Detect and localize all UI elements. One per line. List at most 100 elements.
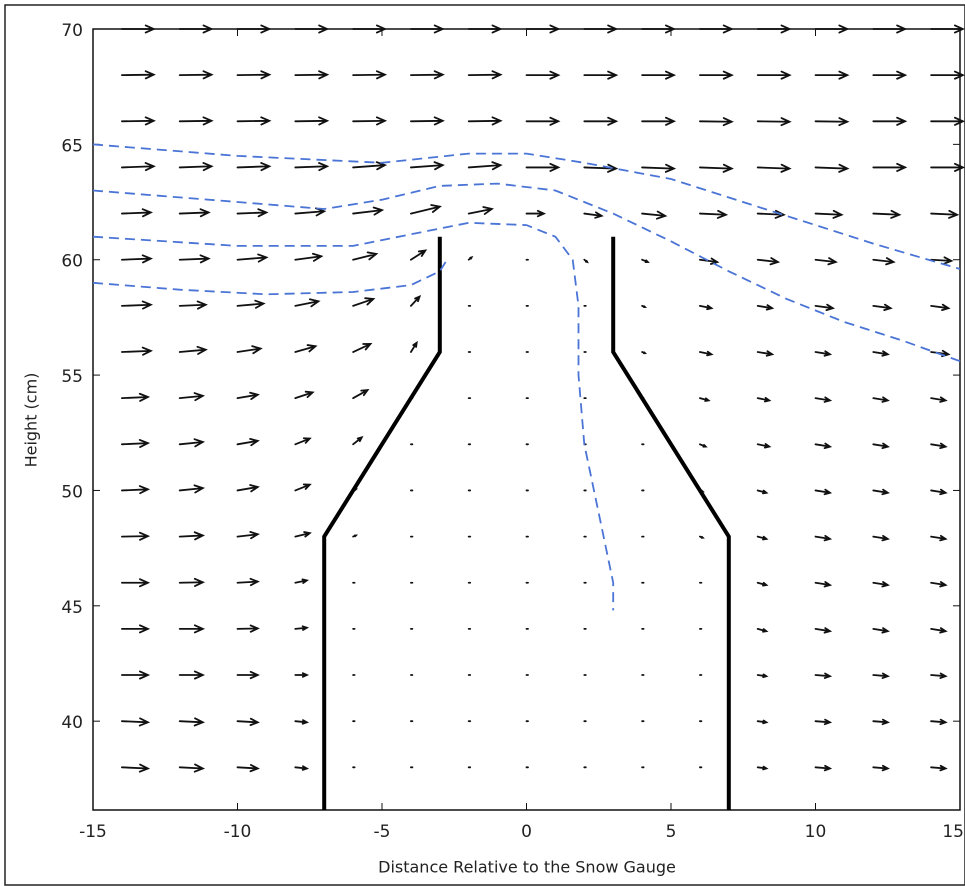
arrow bbox=[641, 24, 677, 34]
arrow bbox=[872, 350, 890, 357]
arrow bbox=[756, 673, 769, 679]
arrow bbox=[641, 70, 677, 80]
arrow bbox=[930, 718, 948, 726]
arrow bbox=[178, 484, 206, 494]
arrow bbox=[178, 577, 206, 587]
arrow bbox=[178, 116, 214, 126]
arrow bbox=[352, 70, 388, 80]
arrow bbox=[121, 346, 153, 356]
arrow bbox=[467, 116, 503, 126]
arrow bbox=[525, 24, 561, 34]
arrow bbox=[872, 442, 890, 449]
y-tick-label: 45 bbox=[61, 598, 83, 618]
x-tick-label: 5 bbox=[666, 822, 677, 842]
arrow bbox=[121, 300, 153, 310]
arrow bbox=[872, 116, 908, 126]
arrow bbox=[814, 488, 833, 496]
figure-frame bbox=[4, 4, 965, 886]
arrow bbox=[756, 719, 769, 725]
arrow bbox=[814, 303, 836, 311]
arrow bbox=[121, 485, 151, 495]
arrow bbox=[121, 116, 156, 126]
arrow bbox=[178, 392, 206, 402]
arrow bbox=[756, 489, 769, 495]
arrow bbox=[872, 488, 890, 496]
arrow bbox=[699, 117, 734, 127]
arrow bbox=[352, 116, 388, 126]
arrow bbox=[641, 351, 648, 355]
y-tick-label: 70 bbox=[61, 21, 83, 41]
arrow bbox=[814, 534, 833, 542]
x-tick-label: 15 bbox=[942, 822, 964, 842]
y-tick-label: 50 bbox=[61, 482, 83, 502]
arrow bbox=[872, 24, 908, 34]
arrow bbox=[930, 581, 948, 588]
arrow bbox=[236, 624, 260, 633]
arrow bbox=[583, 258, 589, 264]
arrow bbox=[178, 24, 214, 34]
arrow bbox=[121, 717, 151, 727]
arrow bbox=[756, 257, 781, 266]
arrow bbox=[930, 627, 948, 634]
arrow bbox=[641, 210, 668, 220]
arrow bbox=[699, 443, 708, 448]
arrow bbox=[178, 717, 206, 727]
arrow bbox=[699, 209, 729, 219]
arrow bbox=[121, 670, 151, 680]
arrow bbox=[756, 443, 772, 449]
arrow bbox=[236, 437, 260, 447]
arrow bbox=[583, 116, 619, 126]
arrow bbox=[294, 625, 310, 631]
arrow bbox=[178, 70, 214, 80]
arrow bbox=[467, 161, 503, 171]
arrow bbox=[930, 764, 948, 772]
arrow bbox=[930, 442, 948, 449]
arrow bbox=[352, 297, 376, 307]
arrow bbox=[930, 396, 948, 403]
arrow bbox=[236, 391, 260, 400]
arrow bbox=[699, 163, 734, 173]
arrow bbox=[236, 670, 260, 680]
arrow bbox=[410, 295, 422, 307]
x-tick-label: -10 bbox=[224, 822, 252, 842]
arrow bbox=[699, 24, 734, 34]
y-tick-label: 65 bbox=[61, 136, 83, 156]
arrow bbox=[699, 350, 714, 357]
arrow bbox=[814, 117, 850, 127]
arrow bbox=[352, 206, 385, 216]
arrow bbox=[525, 162, 561, 172]
arrow bbox=[121, 439, 151, 448]
arrow bbox=[294, 70, 330, 80]
arrow bbox=[583, 24, 619, 34]
arrow bbox=[178, 162, 214, 172]
arrow bbox=[236, 531, 260, 540]
arrow bbox=[294, 344, 318, 353]
arrow bbox=[872, 209, 902, 219]
arrow bbox=[236, 24, 272, 34]
arrow bbox=[236, 208, 269, 218]
streamline bbox=[92, 182, 961, 363]
arrow bbox=[236, 717, 260, 727]
arrow bbox=[699, 257, 720, 265]
arrow bbox=[641, 116, 677, 126]
arrow bbox=[352, 534, 359, 538]
arrow bbox=[121, 162, 156, 172]
arrow bbox=[872, 162, 908, 172]
arrow bbox=[467, 206, 494, 215]
arrow bbox=[756, 581, 769, 587]
arrow bbox=[930, 162, 965, 172]
arrow bbox=[814, 163, 850, 173]
arrow bbox=[814, 581, 833, 588]
y-tick-label: 60 bbox=[61, 252, 83, 272]
arrow bbox=[294, 672, 310, 678]
arrow bbox=[410, 116, 445, 126]
arrow bbox=[814, 627, 833, 634]
arrow bbox=[872, 718, 890, 726]
y-tick-label: 55 bbox=[61, 367, 83, 387]
arrow bbox=[294, 298, 321, 308]
arrow bbox=[352, 161, 388, 171]
arrow bbox=[930, 70, 965, 80]
arrow bbox=[930, 256, 954, 265]
arrow bbox=[814, 24, 850, 34]
arrow bbox=[121, 254, 153, 264]
